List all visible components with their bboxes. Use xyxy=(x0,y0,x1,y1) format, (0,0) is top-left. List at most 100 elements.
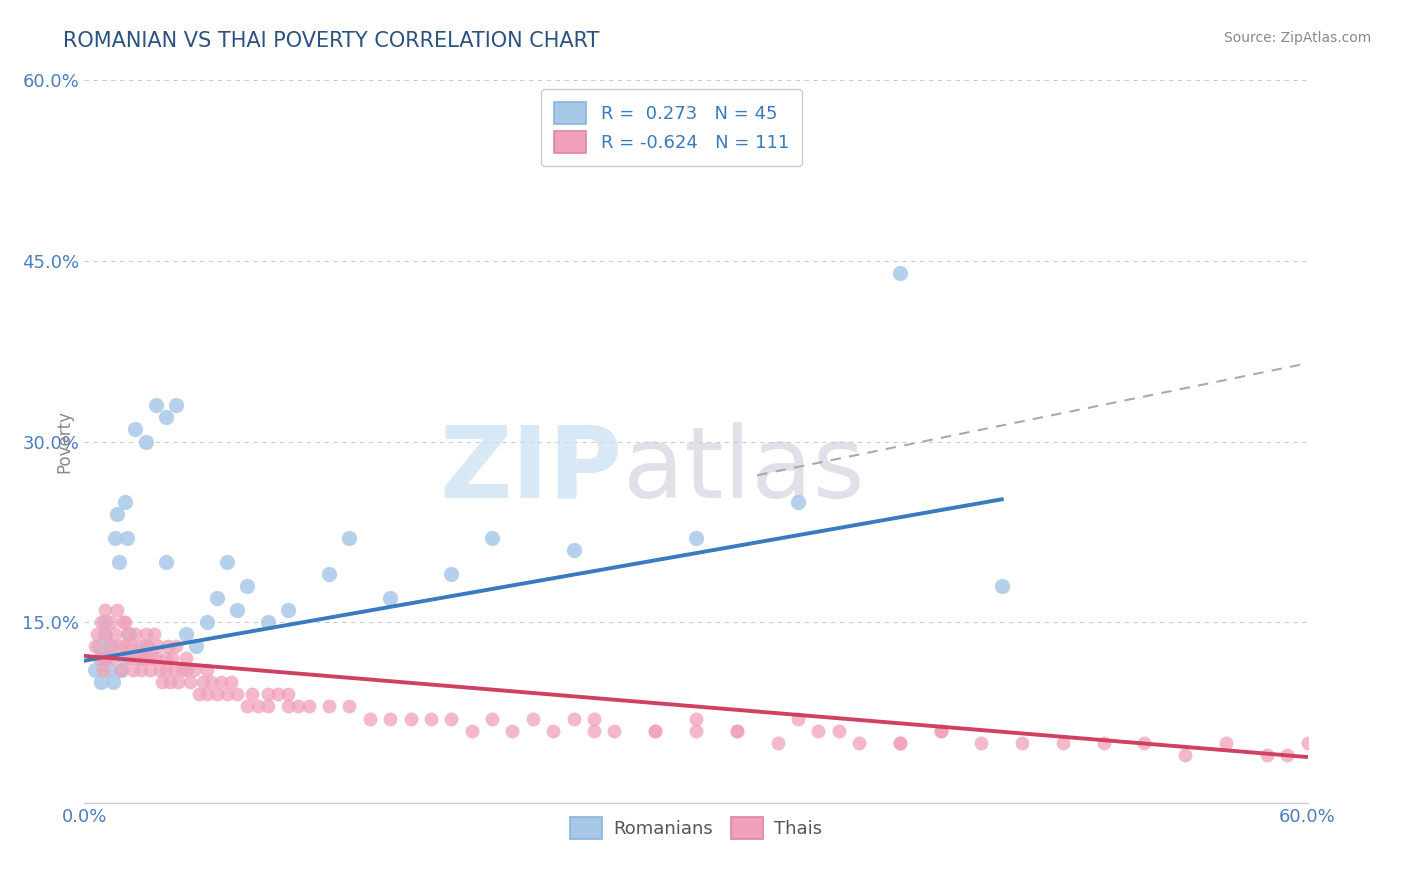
Point xyxy=(132,651,155,665)
Point xyxy=(105,507,128,521)
Point xyxy=(277,603,299,617)
Point xyxy=(91,664,114,678)
Point xyxy=(174,651,197,665)
Point xyxy=(1277,747,1299,762)
Point xyxy=(399,712,422,726)
Point xyxy=(287,699,309,714)
Text: atlas: atlas xyxy=(623,422,865,519)
Point xyxy=(110,664,132,678)
Point xyxy=(100,639,122,653)
Point xyxy=(257,687,280,701)
Point xyxy=(160,651,183,665)
Point xyxy=(97,664,120,678)
Point xyxy=(787,494,810,508)
Point xyxy=(149,664,172,678)
Point xyxy=(236,579,259,593)
Point xyxy=(1011,735,1033,749)
Point xyxy=(240,687,263,701)
Point xyxy=(131,651,153,665)
Point xyxy=(380,712,402,726)
Text: Source: ZipAtlas.com: Source: ZipAtlas.com xyxy=(1223,31,1371,45)
Point xyxy=(787,712,810,726)
Point xyxy=(226,687,249,701)
Point xyxy=(257,699,280,714)
Point xyxy=(1296,735,1319,749)
Point xyxy=(100,615,122,630)
Point xyxy=(114,651,136,665)
Point xyxy=(131,664,153,678)
Point xyxy=(186,639,208,653)
Point xyxy=(108,639,131,653)
Point xyxy=(889,735,911,749)
Point xyxy=(155,410,177,425)
Point xyxy=(104,531,127,545)
Point xyxy=(1092,735,1115,749)
Point xyxy=(644,723,666,738)
Text: ZIP: ZIP xyxy=(440,422,623,519)
Point xyxy=(174,664,197,678)
Point xyxy=(145,398,167,412)
Point xyxy=(83,639,105,653)
Point xyxy=(889,266,911,280)
Point xyxy=(318,567,340,582)
Point xyxy=(1174,747,1197,762)
Point xyxy=(481,712,503,726)
Point xyxy=(929,723,952,738)
Point xyxy=(195,615,218,630)
Point xyxy=(101,651,124,665)
Point xyxy=(174,627,197,641)
Point xyxy=(179,675,201,690)
Point xyxy=(502,723,524,738)
Point xyxy=(219,675,242,690)
Point xyxy=(339,699,361,714)
Point xyxy=(93,627,115,641)
Point xyxy=(135,639,157,653)
Point xyxy=(163,664,186,678)
Point xyxy=(145,651,167,665)
Point xyxy=(209,675,232,690)
Point xyxy=(1052,735,1074,749)
Point xyxy=(183,664,205,678)
Point xyxy=(848,735,870,749)
Point xyxy=(87,651,110,665)
Point xyxy=(766,735,789,749)
Point xyxy=(440,567,463,582)
Point xyxy=(725,723,748,738)
Point xyxy=(603,723,626,738)
Point xyxy=(217,687,239,701)
Point xyxy=(97,639,120,653)
Point xyxy=(1133,735,1156,749)
Point xyxy=(138,664,160,678)
Point xyxy=(277,699,299,714)
Point xyxy=(135,434,157,449)
Point xyxy=(1215,735,1237,749)
Point xyxy=(562,542,585,557)
Point xyxy=(110,664,132,678)
Point xyxy=(685,723,707,738)
Text: ROMANIAN VS THAI POVERTY CORRELATION CHART: ROMANIAN VS THAI POVERTY CORRELATION CHA… xyxy=(63,31,599,51)
Point xyxy=(115,531,138,545)
Point xyxy=(543,723,565,738)
Point xyxy=(440,712,463,726)
Point xyxy=(90,615,112,630)
Point xyxy=(685,712,707,726)
Point xyxy=(114,494,136,508)
Point xyxy=(562,712,585,726)
Point xyxy=(889,735,911,749)
Point xyxy=(112,615,135,630)
Point xyxy=(155,555,177,569)
Point xyxy=(267,687,290,701)
Point xyxy=(142,627,165,641)
Point xyxy=(146,639,169,653)
Point xyxy=(86,627,108,641)
Point xyxy=(991,579,1014,593)
Point xyxy=(90,675,112,690)
Legend: Romanians, Thais: Romanians, Thais xyxy=(561,808,831,848)
Point xyxy=(122,664,145,678)
Point xyxy=(195,664,218,678)
Point xyxy=(118,651,141,665)
Point xyxy=(155,651,177,665)
Point xyxy=(135,651,157,665)
Point xyxy=(124,627,146,641)
Point xyxy=(187,687,209,701)
